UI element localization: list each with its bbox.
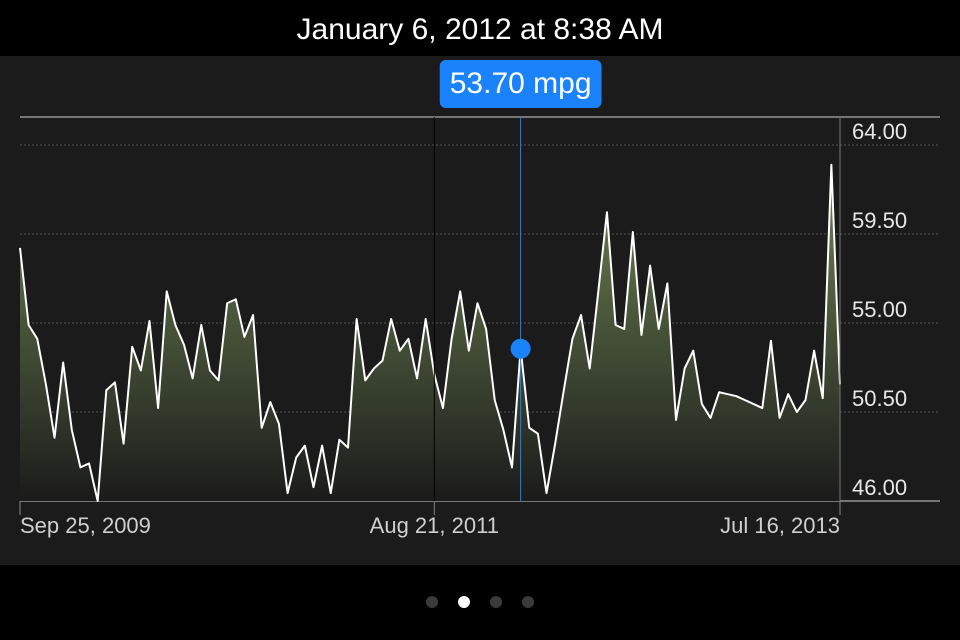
y-tick-label: 50.50 bbox=[852, 386, 907, 411]
y-tick-label: 55.00 bbox=[852, 297, 907, 322]
y-tick-label: 64.00 bbox=[852, 119, 907, 144]
page-dot[interactable] bbox=[426, 596, 438, 608]
line bbox=[19, 163, 841, 502]
y-tick-label: 59.50 bbox=[852, 208, 907, 233]
plot: 46.00 50.50 55.00 59.50 64.00 Sep 25, 2009 Aug… bbox=[19, 60, 940, 538]
area bbox=[20, 164, 840, 501]
x-tick-label: Sep 25, 2009 bbox=[20, 513, 151, 538]
badge-box bbox=[439, 60, 602, 108]
selection-badge: 53.70 mpg bbox=[439, 60, 602, 108]
page-dot[interactable] bbox=[522, 596, 534, 608]
y-tick-label: 46.00 bbox=[852, 475, 907, 500]
page-dot-active[interactable] bbox=[458, 596, 470, 608]
page-dot[interactable] bbox=[490, 596, 502, 608]
chart-title: January 6, 2012 at 8:38 AM bbox=[297, 13, 664, 46]
x-tick-label: Aug 21, 2011 bbox=[370, 513, 499, 538]
badge-label: 53.70 mpg bbox=[450, 67, 592, 100]
selection-point bbox=[510, 338, 531, 359]
x-tick-label: Jul 16, 2013 bbox=[720, 513, 840, 538]
